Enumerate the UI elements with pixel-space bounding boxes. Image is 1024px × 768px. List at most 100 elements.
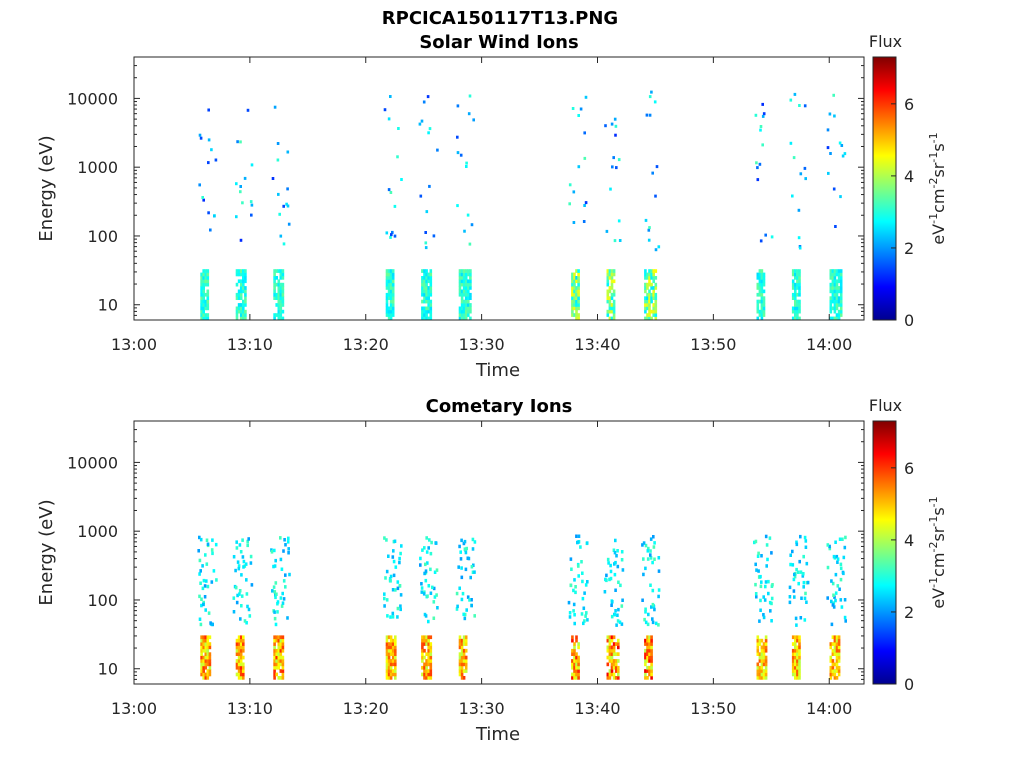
heat-cell — [798, 316, 801, 321]
heat-cell — [215, 578, 218, 582]
heat-cell — [275, 303, 278, 307]
heat-cell — [758, 642, 762, 646]
heat-cell — [427, 309, 430, 314]
heat-cell — [246, 539, 249, 544]
heat-cell — [200, 597, 203, 601]
heat-cell — [573, 652, 576, 656]
heat-cell — [835, 272, 839, 277]
heat-cell — [462, 652, 466, 656]
heat-cell — [830, 579, 833, 583]
heat-cell — [646, 557, 650, 561]
heat-cell — [575, 662, 578, 667]
heat-cell — [199, 136, 203, 140]
heat-cell — [235, 645, 239, 650]
heat-cell — [756, 178, 760, 182]
heat-cell — [423, 676, 426, 680]
heat-cell — [648, 279, 651, 284]
heat-cell — [834, 598, 837, 603]
heat-cell — [616, 613, 619, 617]
heat-cell — [652, 289, 655, 294]
heat-cell — [281, 638, 285, 643]
heat-cell — [612, 548, 616, 552]
heat-cell — [204, 282, 208, 287]
heat-cell — [579, 545, 582, 549]
heat-cell — [608, 269, 612, 273]
heat-cell — [387, 269, 391, 273]
heat-cell — [463, 539, 467, 544]
heat-cell — [765, 543, 769, 547]
spectrogram-cells — [198, 90, 847, 321]
heat-cell — [571, 672, 574, 677]
heat-cell — [837, 659, 841, 663]
heat-cell — [831, 289, 835, 294]
heat-cell — [427, 289, 430, 294]
x-tick-label: 13:40 — [574, 335, 620, 354]
heat-cell — [835, 635, 839, 640]
heat-cell — [201, 564, 204, 568]
heat-cell — [425, 659, 428, 663]
heat-cell — [796, 316, 799, 321]
heat-cell — [644, 276, 647, 280]
heat-cell — [198, 617, 202, 621]
heat-cell — [242, 289, 245, 294]
heat-cell — [460, 279, 464, 284]
heat-cell — [793, 92, 797, 96]
heat-cell — [208, 645, 212, 650]
colorbar-tick-label: 4 — [904, 167, 914, 186]
heat-cell — [613, 572, 617, 577]
heat-cell — [239, 635, 243, 640]
heat-cell — [762, 112, 766, 116]
heat-cell — [794, 299, 797, 304]
heat-cell — [654, 296, 658, 300]
heat-cell — [831, 662, 835, 667]
heat-cell — [605, 573, 608, 578]
heat-cell — [577, 269, 580, 273]
heat-cell — [427, 272, 430, 277]
heat-cell — [620, 558, 624, 562]
heat-cell — [279, 313, 283, 317]
heat-cell — [467, 296, 470, 300]
heat-cell — [244, 296, 247, 300]
heat-cell — [644, 642, 647, 646]
heat-cell — [835, 286, 839, 290]
heat-cell — [383, 596, 386, 601]
heat-cell — [586, 618, 589, 622]
heat-cell — [273, 105, 277, 109]
heat-cell — [204, 306, 208, 311]
heat-cell — [281, 662, 285, 667]
heat-cell — [804, 545, 808, 549]
heat-cell — [202, 659, 205, 663]
heat-cell — [798, 282, 801, 287]
heat-cell — [418, 122, 422, 126]
heat-cell — [400, 178, 403, 181]
heat-cell — [567, 600, 571, 605]
heat-cell — [571, 309, 574, 314]
heat-cell — [794, 635, 797, 640]
heat-cell — [758, 289, 762, 294]
heat-cell — [657, 588, 661, 592]
heat-cell — [757, 569, 760, 573]
heat-cell — [277, 638, 281, 643]
heat-cell — [610, 292, 614, 297]
heat-cell — [421, 652, 424, 656]
heat-cell — [791, 648, 795, 653]
heat-cell — [657, 623, 660, 627]
heat-cell — [204, 665, 208, 670]
heat-cell — [839, 269, 843, 273]
heat-cell — [458, 272, 462, 277]
heat-cell — [425, 272, 428, 277]
heat-cell — [465, 165, 468, 168]
x-tick-label: 13:10 — [227, 335, 273, 354]
heat-cell — [204, 635, 208, 640]
heat-cell — [421, 548, 424, 552]
heat-cell — [573, 669, 576, 673]
heat-cell — [608, 303, 612, 307]
heat-cell — [795, 542, 799, 547]
heat-cell — [839, 272, 843, 277]
heat-cell — [617, 219, 621, 223]
heat-cell — [277, 642, 281, 646]
heat-cell — [654, 194, 657, 198]
heat-cell — [651, 602, 655, 607]
heat-cell — [793, 574, 797, 579]
heat-cell — [756, 166, 759, 170]
